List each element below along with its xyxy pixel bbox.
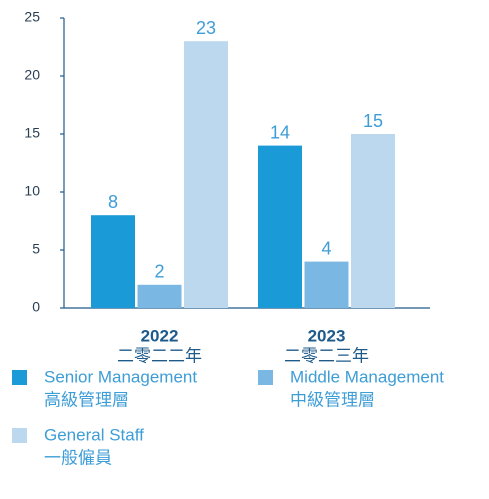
legend-swatch bbox=[12, 370, 27, 385]
legend-label: Middle Management bbox=[290, 367, 444, 386]
x-tick-label: 2022 bbox=[141, 326, 179, 345]
x-tick-label-zh: 二零二二年 bbox=[117, 346, 202, 365]
bar bbox=[304, 261, 349, 308]
legend-swatch bbox=[12, 428, 27, 443]
legend-label-zh: 一般僱員 bbox=[44, 448, 112, 467]
value-label: 23 bbox=[196, 18, 216, 38]
y-tick-label: 25 bbox=[24, 9, 40, 25]
legend-swatch bbox=[258, 370, 273, 385]
legend-label: Senior Management bbox=[44, 367, 197, 386]
value-label: 4 bbox=[321, 238, 331, 258]
value-label: 8 bbox=[108, 192, 118, 212]
y-tick-label: 20 bbox=[24, 67, 40, 83]
bar bbox=[137, 284, 182, 308]
x-tick-label: 2023 bbox=[308, 326, 346, 345]
y-tick-label: 5 bbox=[32, 241, 40, 257]
y-tick-label: 10 bbox=[24, 183, 40, 199]
x-tick-label-zh: 二零二三年 bbox=[284, 346, 369, 365]
legend-label-zh: 中級管理層 bbox=[290, 390, 375, 409]
y-tick-label: 0 bbox=[32, 299, 40, 315]
value-label: 2 bbox=[154, 262, 164, 282]
legend-label-zh: 高級管理層 bbox=[44, 390, 129, 409]
bar bbox=[184, 41, 228, 308]
y-tick-label: 15 bbox=[24, 125, 40, 141]
bar bbox=[351, 134, 395, 308]
value-label: 15 bbox=[363, 111, 383, 131]
bar bbox=[91, 215, 135, 308]
legend-label: General Staff bbox=[44, 425, 144, 444]
value-label: 14 bbox=[270, 122, 290, 142]
bar bbox=[258, 145, 302, 308]
